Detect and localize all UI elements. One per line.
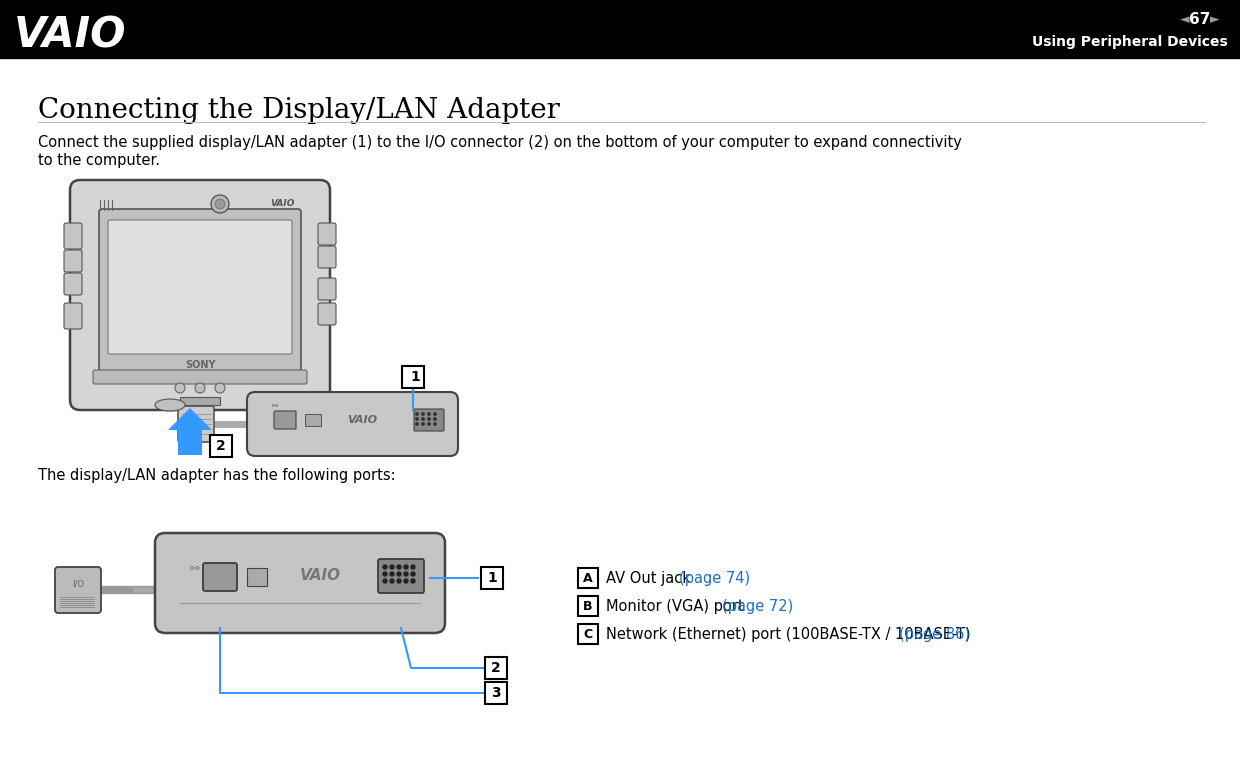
FancyBboxPatch shape [578,596,598,616]
Circle shape [404,565,408,569]
Circle shape [175,383,185,393]
FancyBboxPatch shape [317,223,336,245]
Circle shape [410,565,415,569]
FancyBboxPatch shape [203,563,237,591]
FancyBboxPatch shape [93,370,308,384]
Text: (page 72): (page 72) [722,598,794,614]
Polygon shape [179,430,202,455]
Text: 2: 2 [216,439,226,453]
Text: 67: 67 [1189,12,1210,28]
Circle shape [415,413,418,415]
Text: Connecting the Display/LAN Adapter: Connecting the Display/LAN Adapter [38,97,560,124]
Circle shape [428,413,430,415]
Circle shape [428,418,430,420]
FancyBboxPatch shape [317,303,336,325]
Text: 1: 1 [487,571,497,585]
Text: Network (Ethernet) port (100BASE-TX / 10BASE-T): Network (Ethernet) port (100BASE-TX / 10… [606,627,975,641]
FancyBboxPatch shape [64,223,82,249]
Circle shape [422,423,424,425]
Bar [180,397,219,405]
Bar [305,414,321,426]
Circle shape [215,199,224,209]
Text: C: C [584,628,593,641]
Polygon shape [167,408,212,430]
Circle shape [404,579,408,583]
Bar [247,568,267,586]
Text: ⚯: ⚯ [190,564,200,574]
Circle shape [397,572,401,576]
Circle shape [397,565,401,569]
Text: Connect the supplied display/LAN adapter (1) to the I/O connector (2) on the bot: Connect the supplied display/LAN adapter… [38,135,962,150]
Text: VAIO: VAIO [270,199,294,208]
FancyBboxPatch shape [317,278,336,300]
Circle shape [391,572,394,576]
FancyBboxPatch shape [64,303,82,329]
Text: VAIO: VAIO [299,568,341,582]
Circle shape [404,572,408,576]
Circle shape [383,572,387,576]
Circle shape [434,423,436,425]
Circle shape [215,383,224,393]
Text: 2: 2 [491,661,501,675]
Text: 3: 3 [491,686,501,700]
FancyBboxPatch shape [108,220,291,354]
Circle shape [410,579,415,583]
Text: ►: ► [1210,14,1220,26]
Text: I/O: I/O [72,580,84,588]
FancyBboxPatch shape [578,568,598,588]
Circle shape [383,565,387,569]
Text: VAIO: VAIO [347,415,377,425]
Text: Monitor (VGA) port: Monitor (VGA) port [606,598,748,614]
Circle shape [397,579,401,583]
Text: ⚯: ⚯ [272,403,278,409]
Circle shape [391,565,394,569]
Circle shape [428,423,430,425]
FancyBboxPatch shape [274,411,296,429]
FancyBboxPatch shape [485,657,507,679]
FancyBboxPatch shape [179,406,215,442]
FancyBboxPatch shape [155,533,445,633]
Text: The display/LAN adapter has the following ports:: The display/LAN adapter has the followin… [38,468,396,483]
Circle shape [415,423,418,425]
FancyBboxPatch shape [378,559,424,593]
Circle shape [422,413,424,415]
FancyBboxPatch shape [414,409,444,431]
Text: ◄: ◄ [1180,14,1190,26]
Circle shape [391,579,394,583]
Text: A: A [583,571,593,584]
Text: Using Peripheral Devices: Using Peripheral Devices [1032,35,1228,49]
Text: to the computer.: to the computer. [38,153,160,168]
Circle shape [415,418,418,420]
FancyBboxPatch shape [64,273,82,295]
Text: 1: 1 [410,370,420,384]
Circle shape [410,572,415,576]
Text: I/O: I/O [190,421,198,427]
Text: B: B [583,600,593,612]
FancyBboxPatch shape [55,567,100,613]
Circle shape [211,195,229,213]
Ellipse shape [155,399,185,411]
Circle shape [422,418,424,420]
Text: AV Out jack: AV Out jack [606,571,696,585]
Circle shape [434,418,436,420]
FancyBboxPatch shape [69,180,330,410]
Bar [0,0,1240,58]
FancyBboxPatch shape [402,366,424,388]
FancyBboxPatch shape [485,682,507,704]
Circle shape [195,383,205,393]
FancyBboxPatch shape [247,392,458,456]
FancyBboxPatch shape [481,567,503,589]
FancyBboxPatch shape [210,435,232,457]
FancyBboxPatch shape [578,624,598,644]
Text: (page 86): (page 86) [899,627,970,641]
FancyBboxPatch shape [317,246,336,268]
FancyBboxPatch shape [64,250,82,272]
FancyBboxPatch shape [99,209,301,381]
Circle shape [383,579,387,583]
Text: SONY: SONY [185,360,216,370]
Text: VAIO: VAIO [14,15,126,57]
Circle shape [434,413,436,415]
Text: (page 74): (page 74) [680,571,750,585]
